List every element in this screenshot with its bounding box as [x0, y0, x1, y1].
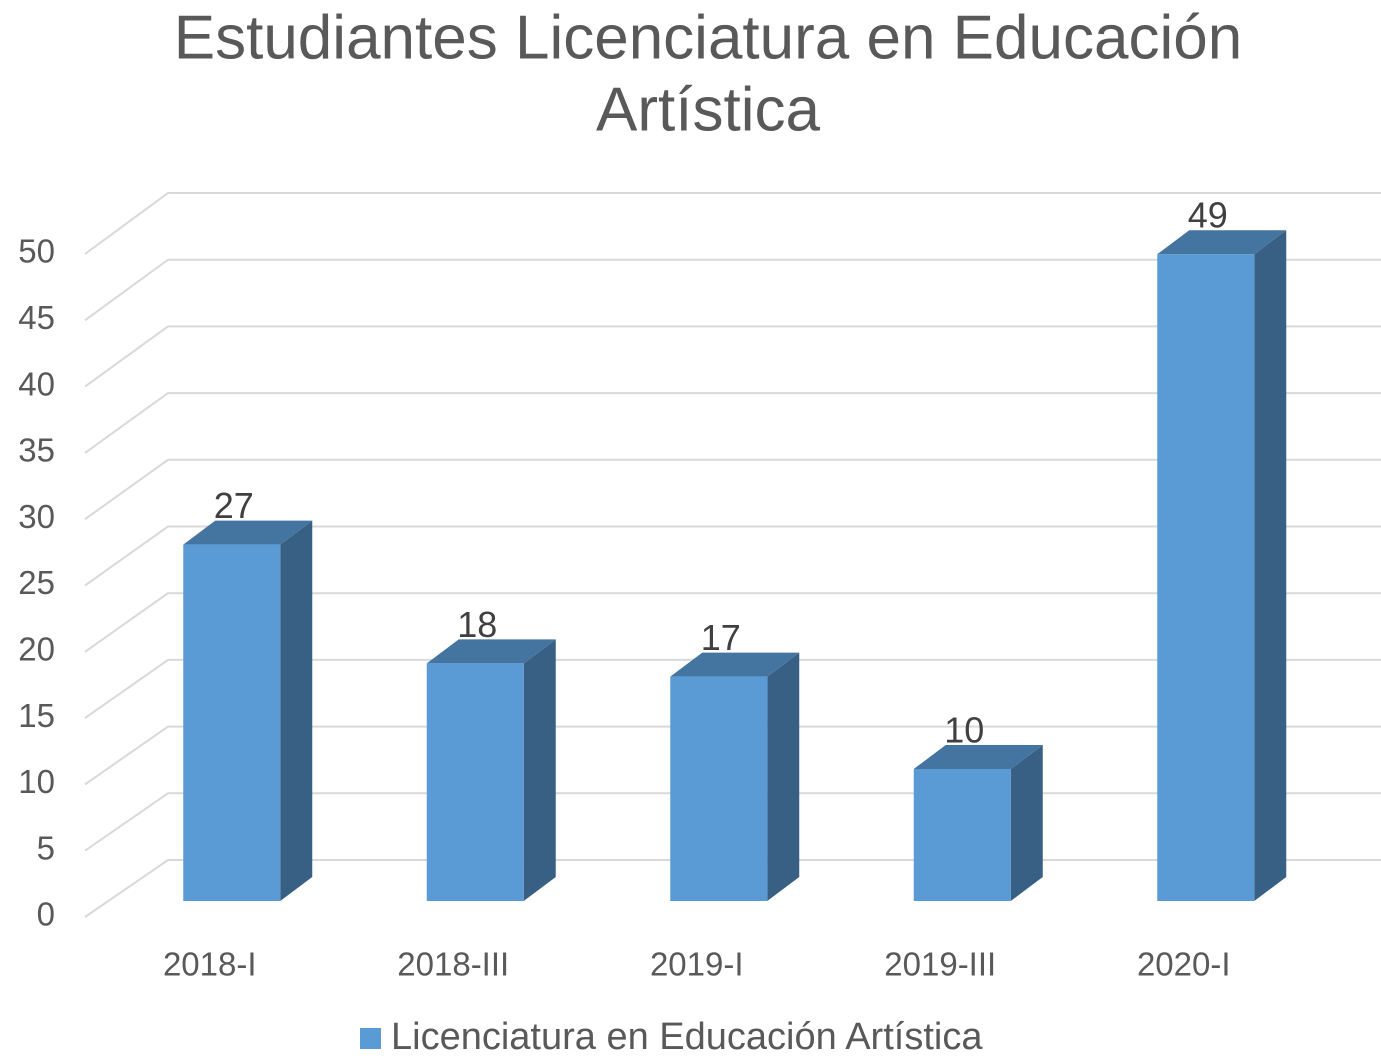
y-tick-label: 20 [18, 631, 55, 668]
bar-side [1010, 745, 1043, 901]
data-label: 18 [457, 604, 497, 645]
data-label: 27 [214, 485, 254, 526]
grid-line [84, 192, 1381, 255]
grid-line [84, 525, 1381, 587]
grid-line [84, 258, 1381, 322]
grid-line [84, 592, 1381, 653]
data-label: 10 [944, 710, 984, 751]
y-tick-label: 35 [18, 432, 55, 469]
x-tick-label: 2018-III [397, 946, 509, 983]
bar-top [670, 652, 800, 677]
chart-title: Estudiantes Licenciatura en Educación [174, 3, 1242, 72]
legend-swatch [360, 1028, 381, 1049]
bar [426, 663, 524, 901]
bar-top [183, 520, 313, 545]
bar-side [280, 520, 313, 901]
y-tick-label: 40 [18, 365, 55, 402]
grid-line [84, 325, 1381, 388]
grid-line [84, 725, 1381, 786]
y-tick-label: 0 [37, 896, 55, 933]
bar-top [426, 639, 556, 664]
bar-top [1157, 230, 1287, 255]
grid-line [84, 658, 1381, 719]
y-tick-label: 15 [18, 697, 55, 734]
data-label: 17 [701, 617, 741, 658]
bar [913, 769, 1011, 901]
bar [670, 676, 768, 901]
y-tick-label: 50 [18, 233, 55, 270]
chart-title: Artística [596, 75, 820, 144]
x-tick-label: 2019-III [884, 946, 996, 983]
x-tick-label: 2019-I [650, 946, 744, 983]
bar [1157, 254, 1255, 901]
bar [183, 544, 281, 901]
bar-side [767, 652, 800, 901]
data-label: 49 [1188, 195, 1228, 236]
x-tick-label: 2020-I [1137, 946, 1231, 983]
bar-side [523, 639, 556, 901]
y-tick-label: 45 [18, 299, 55, 336]
bar-side [1254, 230, 1287, 901]
y-tick-label: 30 [18, 498, 55, 535]
y-tick-label: 5 [37, 829, 55, 866]
y-tick-label: 10 [18, 763, 55, 800]
legend-label: Licenciatura en Educación Artística [391, 1016, 983, 1058]
y-tick-label: 25 [18, 564, 55, 601]
grid-line [84, 392, 1381, 454]
bar-top [913, 745, 1043, 769]
x-tick-label: 2018-I [163, 946, 257, 983]
grid-line [84, 458, 1381, 521]
